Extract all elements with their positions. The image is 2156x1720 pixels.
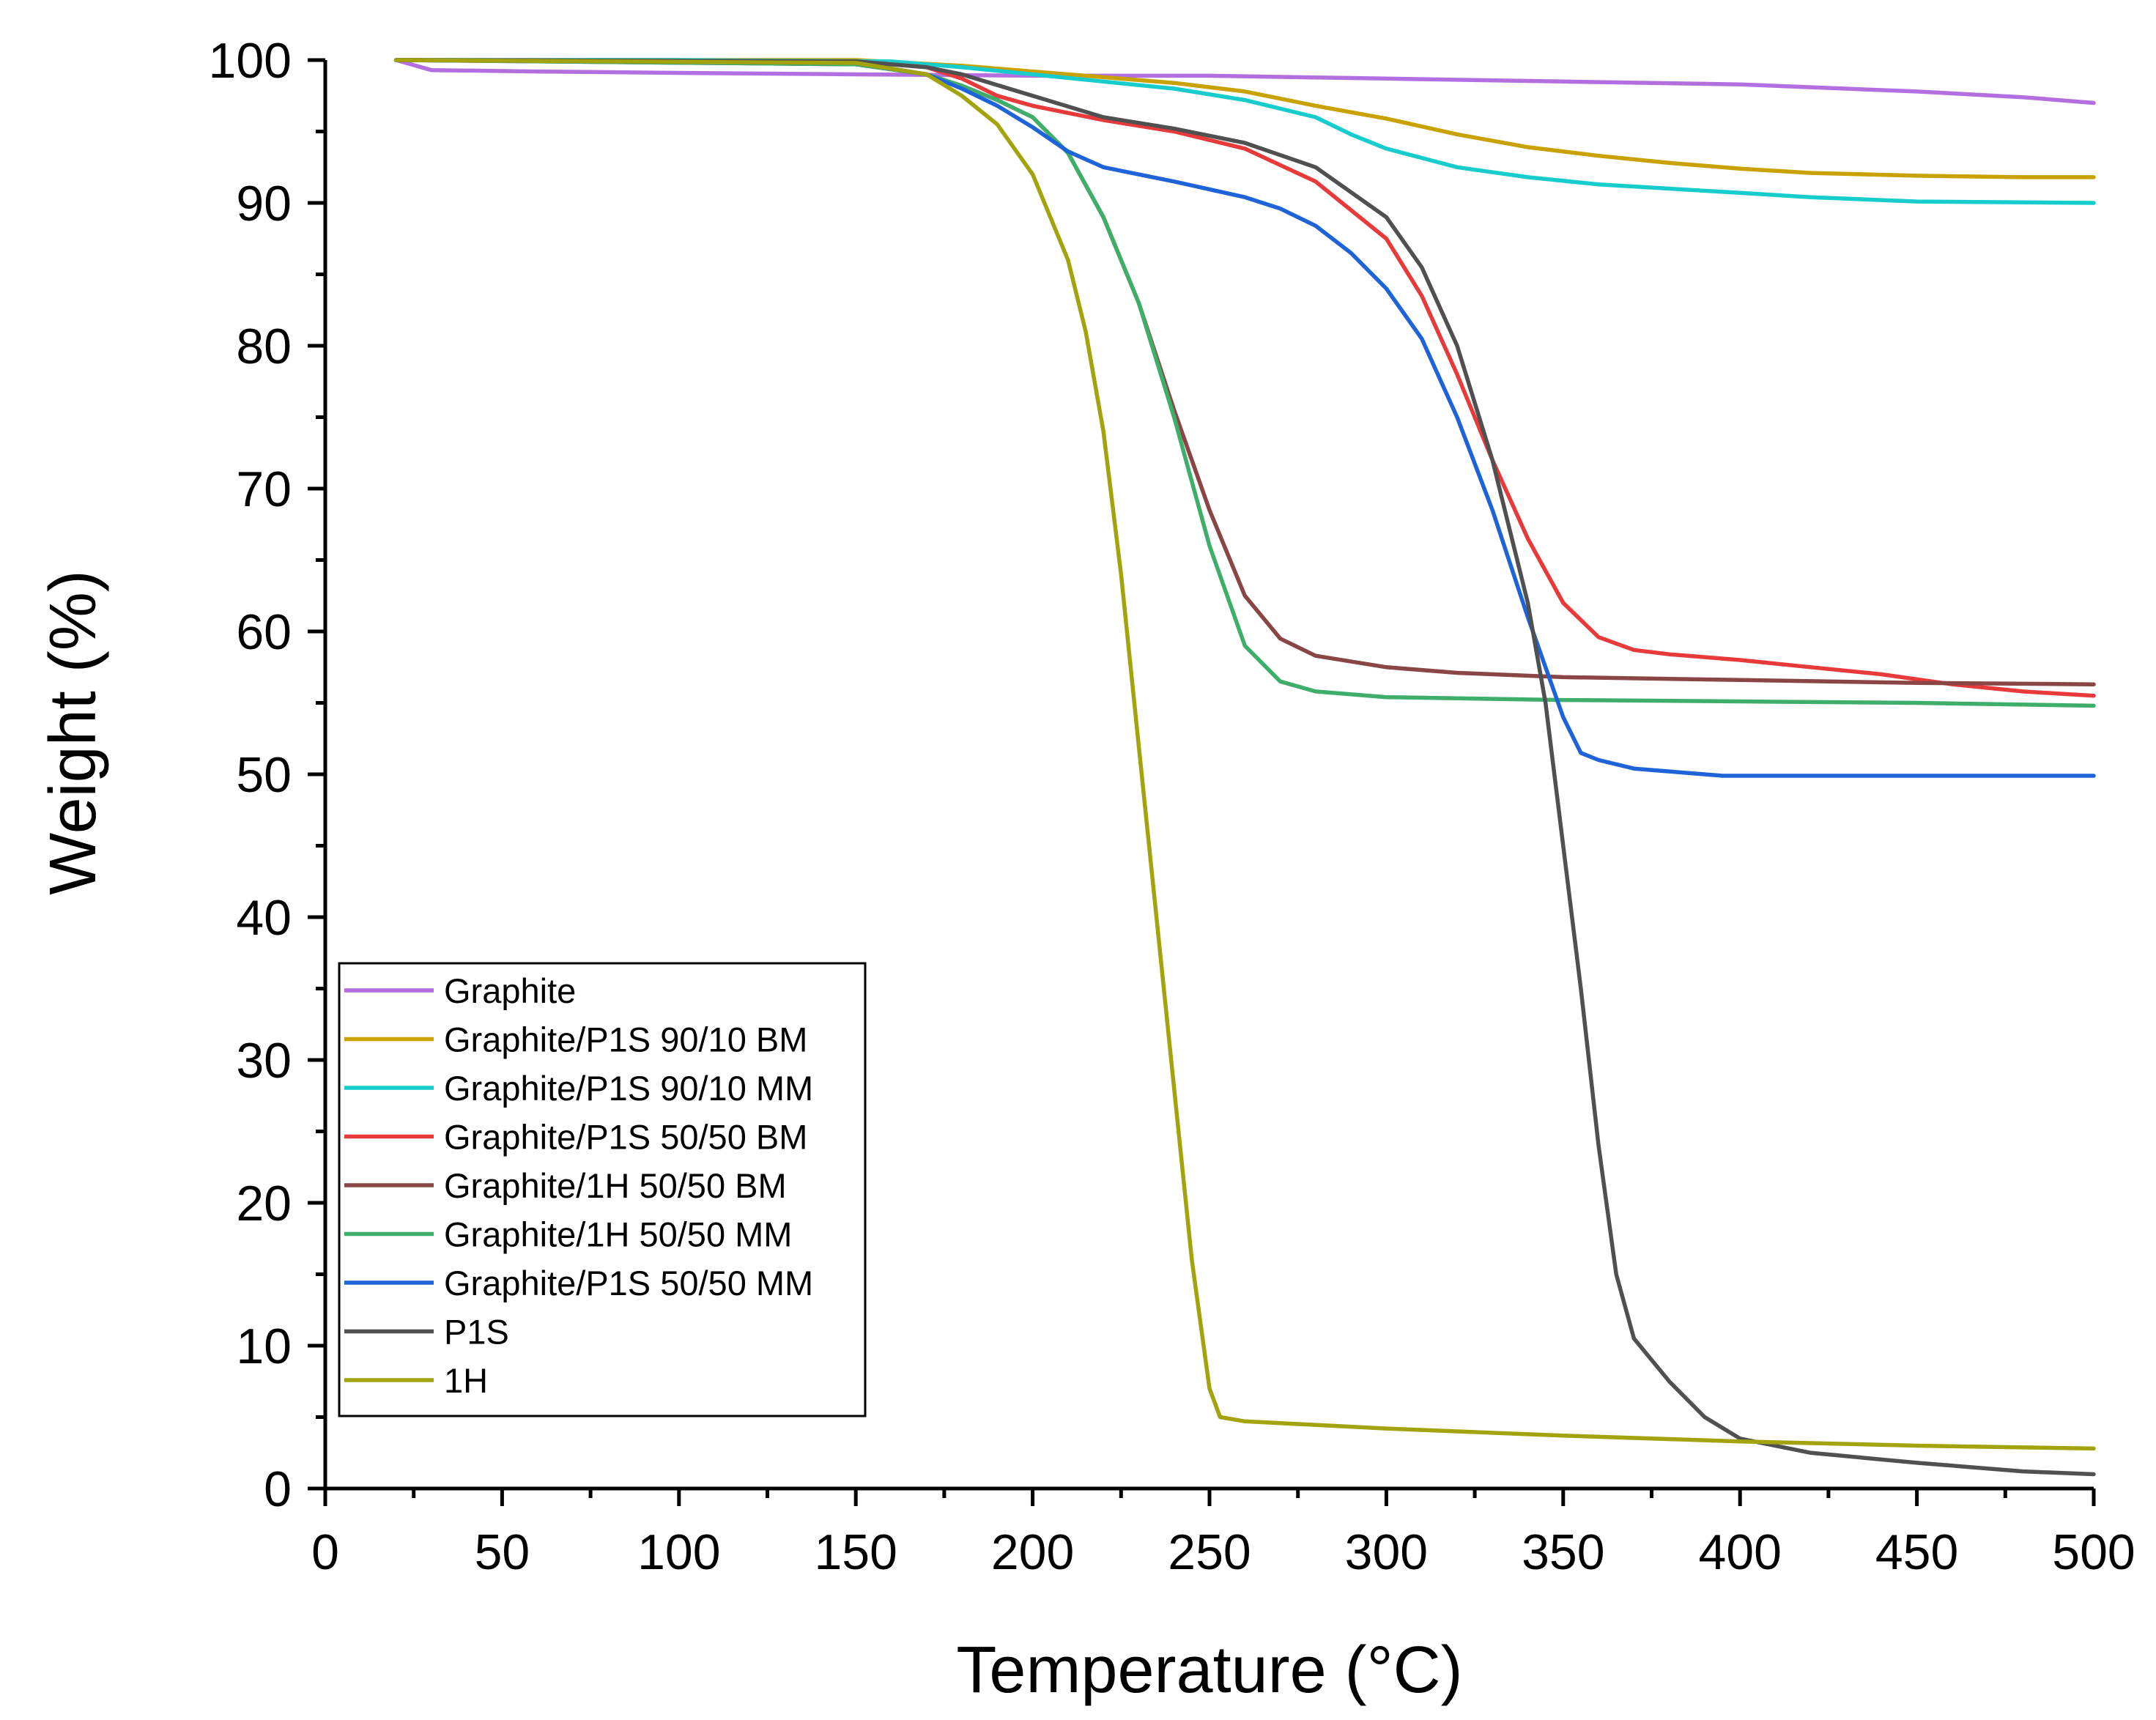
- legend-label-graphite-1h-50-50-mm: Graphite/1H 50/50 MM: [444, 1215, 792, 1254]
- x-tick-label: 350: [1522, 1524, 1604, 1580]
- series-line-graphite-p1s-50-50-bm: [393, 58, 2096, 698]
- y-tick-label: 50: [236, 747, 292, 803]
- series-line-graphite-p1s-90-10-mm: [393, 58, 2096, 205]
- legend-label-graphite-p1s-50-50-bm: Graphite/P1S 50/50 BM: [444, 1118, 807, 1157]
- x-tick-label: 450: [1875, 1524, 1958, 1580]
- y-tick-label: 80: [236, 319, 292, 374]
- legend-label-graphite-p1s-90-10-bm: Graphite/P1S 90/10 BM: [444, 1020, 807, 1059]
- legend-label-graphite-1h-50-50-bm: Graphite/1H 50/50 BM: [444, 1166, 787, 1205]
- y-tick-label: 30: [236, 1033, 292, 1089]
- y-tick-label: 10: [236, 1319, 292, 1374]
- x-tick-label: 500: [2052, 1524, 2135, 1580]
- y-tick-label: 100: [209, 33, 292, 89]
- series-line-graphite-p1s-50-50-mm: [393, 58, 2096, 778]
- series-line-p1s: [393, 58, 2096, 1477]
- x-tick-label: 400: [1698, 1524, 1781, 1580]
- legend-items: Graphite Graphite/P1S 90/10 BM Graphite/P1…: [344, 971, 813, 1400]
- series-line-graphite-1h-50-50-mm: [393, 58, 2096, 708]
- legend-label-graphite-p1s-50-50-mm: Graphite/P1S 50/50 MM: [444, 1264, 813, 1302]
- series-layer: [393, 58, 2096, 1477]
- y-tick-label: 40: [236, 890, 292, 946]
- x-tick-label: 250: [1168, 1524, 1251, 1580]
- series-line-graphite-1h-50-50-bm: [393, 58, 2096, 686]
- legend-label-graphite-p1s-90-10-mm: Graphite/P1S 90/10 MM: [444, 1069, 813, 1108]
- x-tick-label: 100: [637, 1524, 720, 1580]
- x-axis-title: Temperature (°C): [956, 1634, 1462, 1707]
- y-tick-label: 60: [236, 604, 292, 660]
- legend-label-graphite: Graphite: [444, 971, 576, 1010]
- y-tick-label: 70: [236, 461, 292, 517]
- series-line-1h: [393, 58, 2096, 1451]
- x-tick-label: 200: [991, 1524, 1074, 1580]
- x-tick-label: 300: [1345, 1524, 1428, 1580]
- y-tick-label: 0: [264, 1461, 292, 1517]
- x-tick-label: 0: [311, 1524, 339, 1580]
- series-line-graphite: [393, 58, 2096, 105]
- y-axis-title: Weight (%): [37, 570, 110, 894]
- y-tick-label: 20: [236, 1176, 292, 1231]
- x-tick-label: 150: [814, 1524, 897, 1580]
- legend: Graphite Graphite/P1S 90/10 BM Graphite/P1…: [338, 962, 867, 1417]
- x-tick-label: 50: [475, 1524, 530, 1580]
- legend-label-p1s: P1S: [444, 1313, 509, 1352]
- legend-label-1h: 1H: [444, 1361, 488, 1400]
- y-tick-label: 90: [236, 176, 292, 231]
- ticks: 0 50 100 150 200 250 300 350 400 450 500 0 10 20 30 40 5…: [209, 33, 2135, 1580]
